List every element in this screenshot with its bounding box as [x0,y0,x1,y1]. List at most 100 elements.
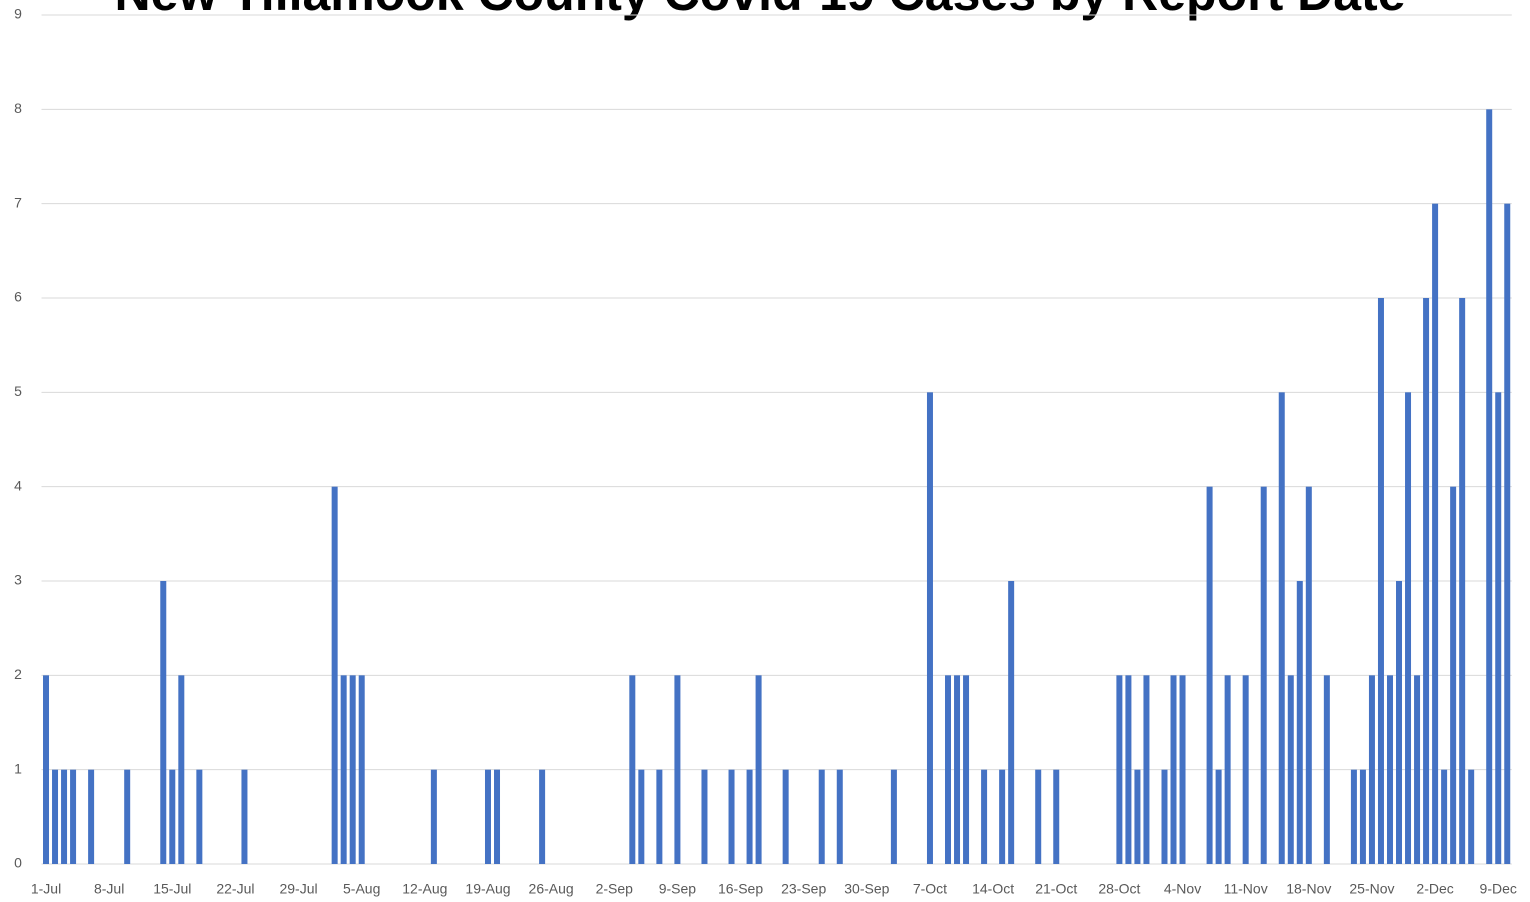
bar [1215,769,1222,864]
bar [1459,298,1466,864]
bar [70,769,77,864]
bar [1414,675,1421,864]
bar [954,675,961,864]
bar [61,769,68,864]
chart-title: New Tillamook County Covid-19 Cases by R… [114,0,1405,21]
bar [1224,675,1231,864]
bar [818,769,825,864]
bar [1008,581,1015,864]
x-tick-label: 15-Jul [153,881,191,897]
bar [1116,675,1123,864]
bar [1468,769,1475,864]
bar [1134,769,1141,864]
x-tick-label: 12-Aug [402,881,447,897]
x-tick-label: 9-Sep [659,881,697,897]
bar [1161,769,1168,864]
x-tick-label: 2-Sep [596,881,634,897]
y-tick-label: 9 [14,6,22,22]
bar [160,581,167,864]
bar [241,769,248,864]
bar [926,392,933,864]
x-tick-label: 30-Sep [844,881,889,897]
y-tick-label: 0 [14,855,22,871]
bar [728,769,735,864]
bar [999,769,1006,864]
bar [1035,769,1042,864]
bar [1053,769,1060,864]
x-tick-label: 22-Jul [216,881,254,897]
x-tick-label: 7-Oct [913,881,947,897]
y-tick-label: 8 [14,100,22,116]
bar [1386,675,1393,864]
bar [674,675,681,864]
bar [169,769,176,864]
x-tick-label: 21-Oct [1035,881,1077,897]
y-tick-label: 1 [14,760,22,776]
bar [1287,675,1294,864]
bar [701,769,708,864]
bar [1242,675,1249,864]
bar [1396,581,1403,864]
bar [1405,392,1412,864]
y-tick-label: 3 [14,572,22,588]
bar [1125,675,1132,864]
bar [331,486,338,864]
bar [1377,298,1384,864]
x-tick-label: 25-Nov [1349,881,1394,897]
y-tick-label: 5 [14,383,22,399]
x-tick-label: 8-Jul [94,881,124,897]
x-tick-label: 4-Nov [1164,881,1201,897]
bar [539,769,546,864]
bar [1323,675,1330,864]
x-tick-label: 28-Oct [1098,881,1140,897]
x-tick-label: 16-Sep [718,881,763,897]
bar [430,769,437,864]
x-tick-label: 19-Aug [465,881,510,897]
bar [340,675,347,864]
bar [358,675,365,864]
bar [124,769,131,864]
bar [349,675,356,864]
bar [755,675,762,864]
bar [1368,675,1375,864]
bar [484,769,491,864]
x-tick-label: 5-Aug [343,881,380,897]
x-tick-label: 29-Jul [279,881,317,897]
bar [178,675,185,864]
bar [1206,486,1213,864]
bar [890,769,897,864]
x-tick-label: 23-Sep [781,881,826,897]
x-tick-label: 2-Dec [1416,881,1453,897]
bar [1296,581,1303,864]
y-tick-label: 2 [14,666,22,682]
bar [1441,769,1448,864]
bar [945,675,952,864]
x-tick-label: 1-Jul [31,881,61,897]
bar [782,769,789,864]
bar [1179,675,1186,864]
bar [629,675,636,864]
x-tick-label: 9-Dec [1480,881,1517,897]
bar [1170,675,1177,864]
bar [43,675,50,864]
bar [1504,203,1511,864]
bar [52,769,59,864]
x-tick-label: 26-Aug [529,881,574,897]
bar [1423,298,1430,864]
bar [1486,109,1493,865]
bar [981,769,988,864]
bar [638,769,645,864]
bar [1305,486,1312,864]
bar [963,675,970,864]
bar [1260,486,1267,864]
x-tick-label: 14-Oct [972,881,1014,897]
bar [88,769,95,864]
bar [746,769,753,864]
bar [494,769,501,864]
bar [1143,675,1150,864]
bar [836,769,843,864]
bar [1450,486,1457,864]
bar [1350,769,1357,864]
bar [1495,392,1502,864]
